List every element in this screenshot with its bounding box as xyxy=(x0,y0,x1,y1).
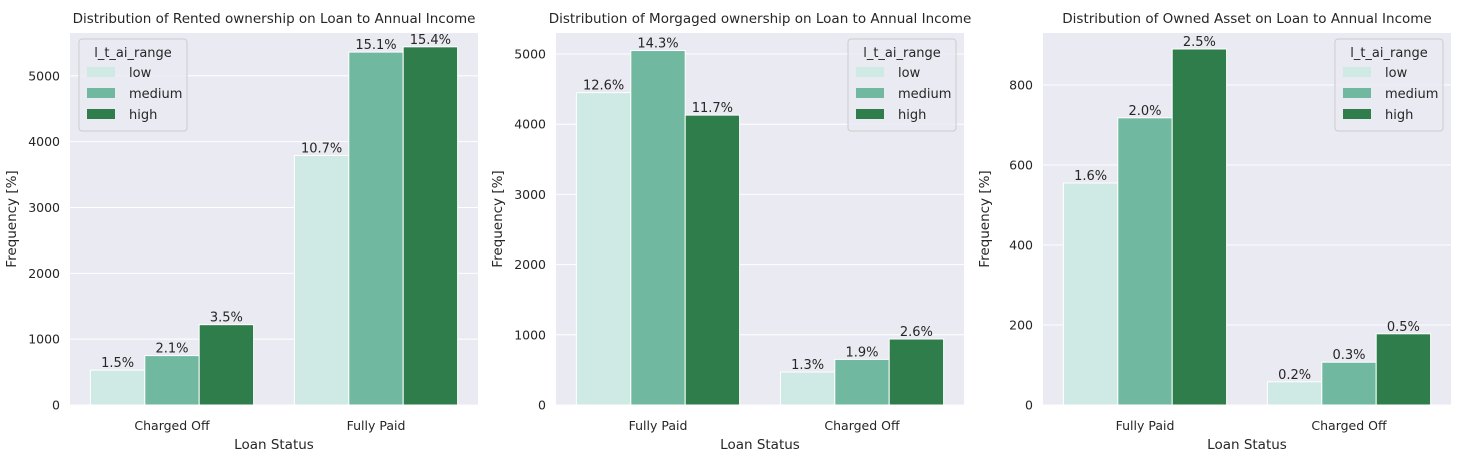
legend-box xyxy=(78,38,188,132)
bar-data-label: 3.5% xyxy=(210,311,243,326)
x-tick-label: Charged Off xyxy=(824,418,900,433)
bar-data-label: 15.1% xyxy=(355,38,396,53)
bar-medium-charged-off xyxy=(834,358,890,406)
bar-low-fully-paid xyxy=(575,92,632,406)
y-tick-label: 600 xyxy=(1009,158,1033,173)
legend-label-medium: medium xyxy=(1385,87,1438,102)
bar-data-label: 10.7% xyxy=(301,141,342,156)
bar-medium-charged-off xyxy=(144,355,200,406)
bar-high-fully-paid xyxy=(684,114,741,406)
bar-data-label: 0.2% xyxy=(1278,368,1311,383)
y-tick-label: 4000 xyxy=(514,117,546,132)
bar-data-label: 1.9% xyxy=(845,345,878,360)
bar-high-fully-paid xyxy=(1171,48,1228,406)
y-tick-label: 200 xyxy=(1009,318,1033,333)
bar-low-fully-paid xyxy=(293,154,350,406)
legend-label-low: low xyxy=(129,66,152,81)
x-axis-label: Loan Status xyxy=(234,437,314,453)
x-tick-label: Fully Paid xyxy=(629,418,688,433)
legend-label-high: high xyxy=(898,108,926,123)
bar-data-label: 1.3% xyxy=(791,358,824,373)
chart-title: Distribution of Owned Asset on Loan to A… xyxy=(1062,11,1431,27)
legend-label-low: low xyxy=(898,66,921,81)
bar-data-label: 12.6% xyxy=(583,79,624,94)
legend-swatch-low xyxy=(1343,67,1371,77)
y-tick-label: 400 xyxy=(1009,238,1033,253)
bar-low-charged-off xyxy=(779,371,836,406)
chart-panel-2: 0 1000 2000 3000 4000 5000 12.6% 14.3% 11.7% Full… xyxy=(490,11,971,453)
legend-label-high: high xyxy=(129,108,157,123)
legend-title: l_t_ai_range xyxy=(1350,46,1428,61)
bar-data-label: 2.0% xyxy=(1128,104,1161,119)
legend-swatch-high xyxy=(856,109,884,119)
legend-swatch-high xyxy=(87,109,115,119)
chart-title: Distribution of Rented ownership on Loan… xyxy=(73,11,476,27)
x-tick-label: Fully Paid xyxy=(347,418,406,433)
bar-low-charged-off xyxy=(89,369,146,406)
bar-medium-fully-paid xyxy=(1117,117,1173,406)
bar-data-label: 0.3% xyxy=(1332,348,1365,363)
legend-swatch-high xyxy=(1343,109,1371,119)
legend-swatch-medium xyxy=(856,88,884,98)
y-tick-label: 800 xyxy=(1009,78,1033,93)
y-tick-label: 5000 xyxy=(514,47,546,62)
legend-label-medium: medium xyxy=(898,87,951,102)
y-axis-label: Frequency [%] xyxy=(4,170,20,267)
bar-data-label: 14.3% xyxy=(637,37,678,52)
bar-data-label: 2.6% xyxy=(900,325,933,340)
legend-label-high: high xyxy=(1385,108,1413,123)
bar-low-fully-paid xyxy=(1062,182,1119,406)
x-tick-label: Charged Off xyxy=(1311,418,1387,433)
y-axis-label: Frequency [%] xyxy=(977,170,993,267)
legend-label-low: low xyxy=(1385,66,1408,81)
bar-high-charged-off xyxy=(888,338,945,406)
x-tick-label: Fully Paid xyxy=(1116,418,1175,433)
bar-data-label: 15.4% xyxy=(410,33,451,48)
legend-swatch-low xyxy=(856,67,884,77)
y-tick-label: 1000 xyxy=(514,327,546,342)
x-tick-label: Charged Off xyxy=(134,418,210,433)
y-tick-label: 4000 xyxy=(28,134,60,149)
bar-medium-charged-off xyxy=(1321,361,1377,406)
bar-data-label: 2.1% xyxy=(155,342,188,357)
x-axis-label: Loan Status xyxy=(1207,437,1287,453)
bar-low-charged-off xyxy=(1266,381,1323,406)
legend-swatch-medium xyxy=(1343,88,1371,98)
bar-medium-fully-paid xyxy=(348,51,404,406)
bar-data-label: 0.5% xyxy=(1387,320,1420,335)
legend-swatch-medium xyxy=(87,88,115,98)
bar-data-label: 1.6% xyxy=(1074,169,1107,184)
legend-title: l_t_ai_range xyxy=(863,46,941,61)
bar-data-label: 11.7% xyxy=(692,101,733,116)
bar-high-charged-off xyxy=(198,324,255,406)
y-tick-label: 0 xyxy=(538,398,546,413)
bar-data-label: 1.5% xyxy=(101,356,134,371)
y-tick-label: 1000 xyxy=(28,332,60,347)
y-tick-label: 5000 xyxy=(28,68,60,83)
y-tick-label: 2000 xyxy=(28,266,60,281)
chart-panel-3: 0 200 400 600 800 1.6% 2.0% 2.5% Fully Paid 0.2% 0… xyxy=(977,11,1451,453)
bar-high-fully-paid xyxy=(402,46,459,406)
y-tick-label: 3000 xyxy=(28,200,60,215)
y-tick-label: 0 xyxy=(1025,398,1033,413)
legend-title: l_t_ai_range xyxy=(94,46,172,61)
bar-medium-fully-paid xyxy=(630,50,686,406)
chart-panel-1: 0 1000 2000 3000 4000 5000 1.5% 2.1% 3.5% Charged… xyxy=(4,11,478,453)
y-tick-label: 0 xyxy=(52,398,60,413)
y-tick-label: 3000 xyxy=(514,187,546,202)
x-axis-label: Loan Status xyxy=(720,437,800,453)
legend-swatch-low xyxy=(87,67,115,77)
y-axis-label: Frequency [%] xyxy=(490,170,506,267)
legend-box xyxy=(847,38,957,132)
legend-box xyxy=(1334,38,1444,132)
chart-title: Distribution of Morgaged ownership on Lo… xyxy=(549,11,972,27)
legend-label-medium: medium xyxy=(129,87,182,102)
bar-data-label: 2.5% xyxy=(1183,35,1216,50)
bar-high-charged-off xyxy=(1375,333,1432,406)
y-tick-label: 2000 xyxy=(514,257,546,272)
